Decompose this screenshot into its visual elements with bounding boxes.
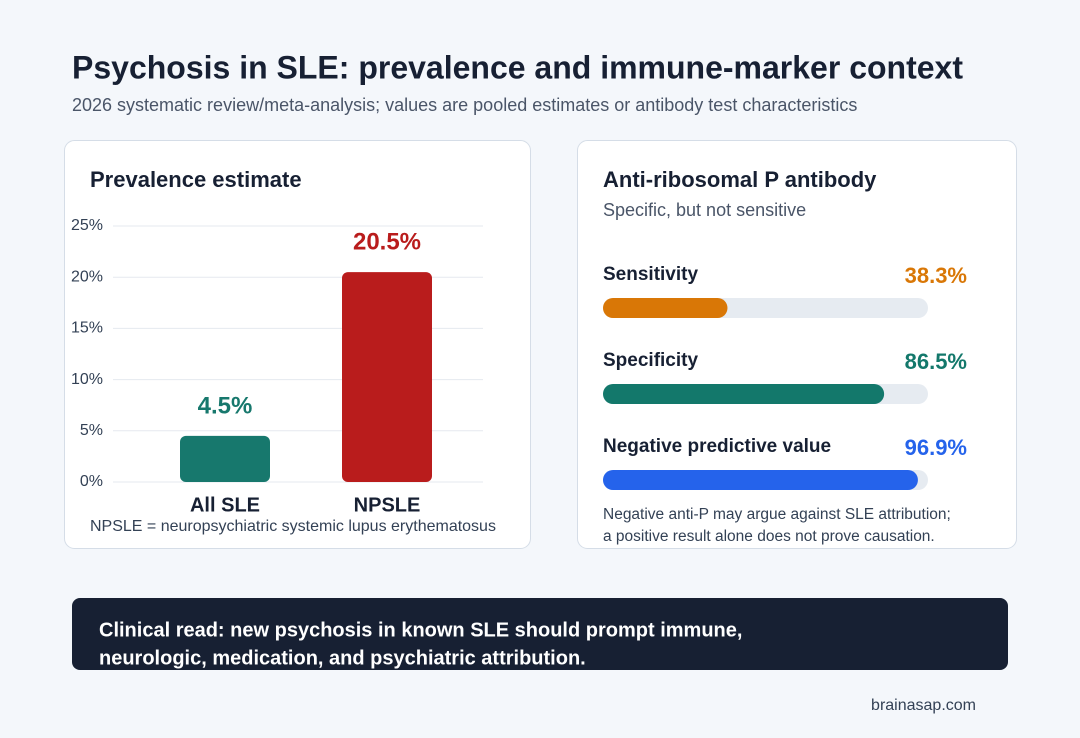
- note: Negative anti-P may argue against SLE at…: [603, 506, 951, 523]
- card: [64, 140, 531, 549]
- metric-label: Sensitivity: [603, 264, 698, 285]
- y-tick-label: 0%: [80, 473, 103, 490]
- metric-label: Negative predictive value: [603, 436, 831, 457]
- y-tick-label: 20%: [71, 268, 103, 285]
- x-tick-label: NPSLE: [354, 494, 421, 516]
- y-tick-label: 25%: [71, 217, 103, 234]
- page-title: Psychosis in SLE: prevalence and immune-…: [72, 49, 963, 85]
- value-label: 4.5%: [198, 392, 253, 419]
- value-label: 96.9%: [905, 435, 967, 460]
- callout-text: Clinical read: new psychosis in known SL…: [99, 619, 742, 641]
- card-title: Prevalence estimate: [90, 167, 302, 192]
- value-label: 86.5%: [905, 349, 967, 374]
- page-subtitle: 2026 systematic review/meta-analysis; va…: [72, 95, 857, 115]
- source: brainasap.com: [871, 697, 976, 714]
- footnote: NPSLE = neuropsychiatric systemic lupus …: [90, 518, 496, 535]
- card-subtitle: Specific, but not sensitive: [603, 200, 806, 220]
- metric-label: Specificity: [603, 350, 698, 371]
- bar: [603, 384, 885, 404]
- bar: [603, 298, 728, 318]
- card: [577, 140, 1017, 549]
- note: a positive result alone does not prove c…: [603, 528, 935, 545]
- value-label: 20.5%: [353, 228, 421, 255]
- card-title: Anti-ribosomal P antibody: [603, 167, 877, 192]
- callout: [72, 598, 1008, 670]
- y-tick-label: 15%: [71, 320, 103, 337]
- y-tick-label: 10%: [71, 371, 103, 388]
- callout-text: neurologic, medication, and psychiatric …: [99, 647, 586, 669]
- x-tick-label: All SLE: [190, 494, 260, 516]
- bar: [603, 470, 918, 490]
- value-label: 38.3%: [905, 263, 967, 288]
- bar: [180, 435, 270, 482]
- bar: [342, 272, 432, 482]
- y-tick-label: 5%: [80, 422, 103, 439]
